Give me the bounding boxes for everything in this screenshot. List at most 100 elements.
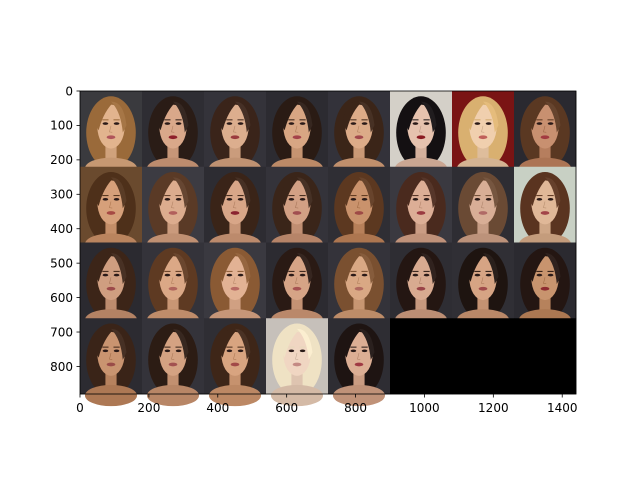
neck-shape [539, 219, 551, 235]
neck-shape [539, 294, 551, 310]
portrait-tile [204, 242, 267, 331]
neck-shape [291, 294, 303, 310]
portrait-tile [266, 318, 329, 407]
x-tick-label: 0 [76, 401, 84, 415]
eyebrow-shape [113, 119, 120, 121]
y-tick-label: 0 [65, 84, 73, 98]
hair-side-shape [483, 177, 499, 209]
eye-shape [547, 122, 554, 125]
eyebrow-shape [288, 119, 295, 121]
shoulders-shape [270, 384, 324, 407]
eyebrow-shape [536, 270, 543, 272]
eye-shape [547, 273, 554, 277]
neck-shape [105, 219, 117, 235]
eyebrow-shape [226, 346, 233, 348]
nose-shape [171, 353, 175, 360]
x-axis: 0 200 400 600 800 1000 1200 1400 [76, 394, 577, 415]
nose-shape [171, 201, 175, 209]
eyebrow-shape [423, 119, 430, 121]
nose-shape [233, 201, 237, 209]
nose-shape [295, 125, 299, 133]
lips-shape [292, 362, 302, 367]
eyebrow-shape [361, 195, 368, 197]
lips-shape [106, 362, 116, 367]
portrait-tile [390, 166, 453, 255]
eye-shape [164, 197, 171, 201]
eye-shape [350, 197, 357, 201]
hair-side-shape [235, 177, 251, 209]
eye-shape [361, 349, 368, 353]
nose-shape [295, 353, 299, 360]
hair-fringe-shape [156, 176, 177, 207]
portrait-tile [390, 318, 453, 395]
eye-shape [288, 122, 295, 125]
eye-shape [412, 122, 419, 125]
eyebrow-shape [113, 195, 120, 197]
nose-shape [419, 277, 423, 285]
eyebrow-shape [226, 195, 233, 197]
eye-shape [164, 273, 171, 277]
lips-shape [354, 362, 364, 367]
hair-fringe-shape [528, 252, 549, 282]
hair-fringe-shape [528, 101, 549, 131]
eyebrow-shape [102, 195, 109, 197]
eye-shape [226, 197, 233, 201]
nose-shape [543, 201, 547, 209]
eye-shape [164, 349, 171, 353]
eyebrow-shape [288, 270, 295, 272]
lips-shape [292, 286, 302, 291]
eye-shape [474, 122, 481, 125]
nose-shape [357, 125, 361, 133]
neck-shape [477, 143, 489, 159]
hair-side-shape [297, 177, 313, 209]
lips-shape [540, 135, 550, 140]
eyebrow-shape [361, 119, 368, 121]
eye-shape [474, 273, 481, 277]
eye-shape [288, 349, 295, 353]
nose-shape [357, 201, 361, 209]
eyebrow-shape [412, 119, 419, 121]
eye-shape [485, 122, 492, 125]
lips-shape [168, 362, 178, 367]
portrait-tile [204, 166, 267, 255]
x-tick-label: 1400 [547, 401, 578, 415]
eye-shape [113, 197, 120, 201]
portrait-tile [390, 242, 453, 331]
eye-shape [361, 122, 368, 125]
eye-shape [175, 122, 182, 125]
eyebrow-shape [474, 195, 481, 197]
eye-shape [175, 273, 182, 277]
eyebrow-shape [164, 346, 171, 348]
lips-shape [354, 211, 364, 215]
tile-background [390, 318, 453, 395]
eye-shape [485, 273, 492, 277]
hair-fringe-shape [156, 252, 177, 282]
portrait-tile [266, 166, 329, 255]
eyebrow-shape [113, 270, 120, 272]
portrait-tile [514, 242, 577, 331]
axes-frame [79, 90, 577, 395]
hair-fringe-shape [280, 252, 301, 282]
eyebrow-shape [299, 346, 306, 348]
hair-side-shape [111, 101, 127, 133]
eye-shape [474, 197, 481, 201]
hair-fringe-shape [404, 101, 425, 131]
y-tick-label: 400 [50, 222, 73, 236]
eye-shape [350, 349, 357, 353]
hair-side-shape [235, 253, 251, 285]
eye-shape [237, 122, 244, 125]
nose-shape [419, 201, 423, 209]
eyebrow-shape [102, 119, 109, 121]
portrait-tile [452, 318, 515, 395]
lips-shape [168, 135, 178, 140]
portrait-tile [204, 318, 267, 407]
lips-shape [416, 135, 426, 140]
lips-shape [106, 211, 116, 215]
y-tick-label: 500 [50, 256, 73, 270]
eye-shape [237, 349, 244, 353]
eyebrow-shape [175, 270, 182, 272]
hair-fringe-shape [280, 101, 301, 131]
eye-shape [113, 122, 120, 125]
eyebrow-shape [226, 270, 233, 272]
